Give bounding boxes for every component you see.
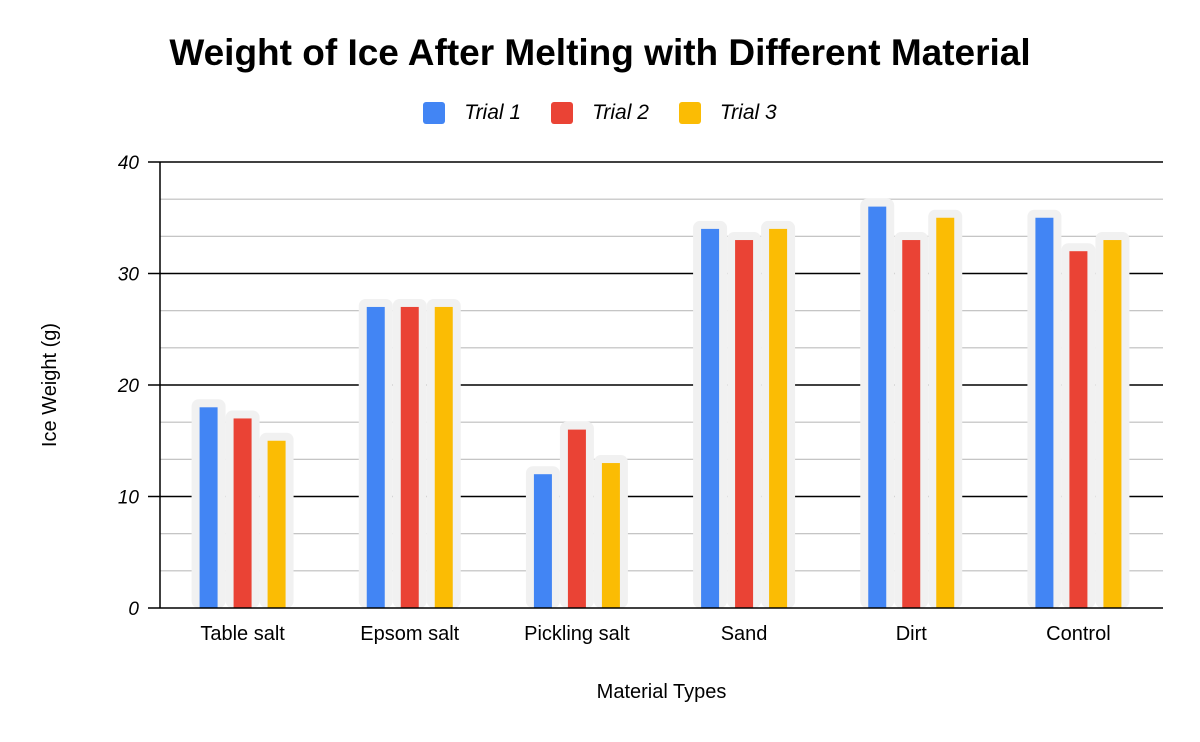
bar-trial-3	[601, 463, 620, 608]
bar-trial-1	[199, 407, 218, 608]
x-tick-label: Pickling salt	[524, 623, 630, 645]
bar-trial-3	[267, 440, 286, 608]
bar-trial-3	[1103, 240, 1122, 609]
bar-trial-2	[902, 240, 921, 609]
bar-trial-1	[533, 474, 552, 608]
legend-label-trial-3: Trial 3	[719, 101, 777, 124]
bar-trial-1	[366, 306, 385, 608]
bar-trial-2	[567, 429, 586, 608]
legend-swatch-trial-3	[678, 102, 701, 124]
legend: Trial 1 Trial 2 Trial 3	[0, 100, 1200, 126]
y-tick-label: 40	[118, 153, 140, 174]
x-tick-label: Sand	[721, 623, 768, 645]
legend-swatch-trial-2	[551, 102, 574, 124]
y-tick-label: 30	[118, 265, 140, 286]
y-tick-label: 10	[118, 488, 140, 509]
legend-item-trial-3: Trial 3	[678, 101, 777, 125]
bar-trial-2	[233, 418, 252, 608]
bar-trial-2	[400, 306, 419, 608]
bar-trial-1	[1035, 217, 1054, 608]
legend-label-trial-1: Trial 1	[464, 101, 522, 124]
legend-item-trial-2: Trial 2	[551, 101, 649, 125]
bar-trial-1	[701, 228, 720, 608]
y-tick-label: 20	[117, 376, 140, 397]
legend-item-trial-1: Trial 1	[423, 101, 521, 125]
x-axis-title: Material Types	[597, 681, 727, 703]
x-tick-label: Table salt	[200, 623, 285, 645]
bar-trial-3	[769, 228, 788, 608]
bar-trial-3	[434, 306, 453, 608]
y-axis-title: Ice Weight (g)	[39, 323, 61, 447]
y-tick-label: 0	[128, 599, 139, 620]
bar-trial-1	[868, 206, 887, 608]
bar-trial-2	[735, 240, 754, 609]
x-tick-label: Epsom salt	[360, 623, 459, 645]
bar-trial-2	[1069, 251, 1088, 608]
chart-title: Weight of Ice After Melting with Differe…	[169, 32, 1031, 73]
bar-trial-3	[936, 217, 955, 608]
x-tick-label: Dirt	[896, 623, 928, 645]
legend-label-trial-2: Trial 2	[592, 101, 649, 124]
x-tick-label: Control	[1046, 623, 1110, 645]
legend-swatch-trial-1	[423, 102, 446, 124]
